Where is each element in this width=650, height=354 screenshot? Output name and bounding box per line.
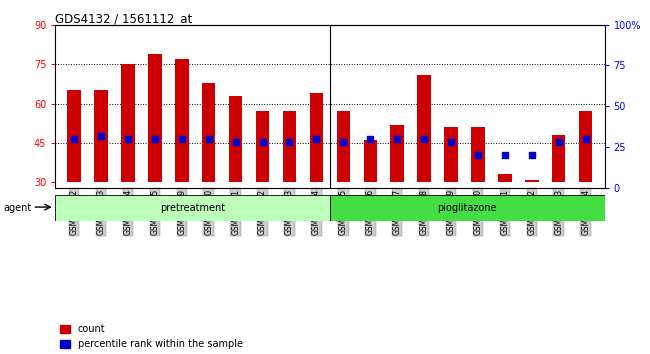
Point — [392, 136, 402, 142]
Legend: count, percentile rank within the sample: count, percentile rank within the sample — [60, 324, 242, 349]
Bar — [525, 180, 539, 182]
Text: pretreatment: pretreatment — [160, 203, 225, 213]
Bar — [202, 82, 215, 182]
Bar — [68, 90, 81, 182]
Bar — [445, 127, 458, 182]
Point — [231, 139, 241, 144]
Bar — [256, 112, 269, 182]
Bar — [579, 112, 592, 182]
Point — [69, 136, 79, 142]
Point — [446, 139, 456, 145]
Bar — [330, 195, 604, 221]
Bar — [55, 195, 330, 221]
Text: GDS4132 / 1561112_at: GDS4132 / 1561112_at — [55, 12, 192, 25]
Point — [473, 152, 483, 158]
Point — [123, 136, 133, 142]
Point — [338, 139, 348, 145]
Point — [500, 152, 510, 158]
Bar — [552, 135, 566, 182]
Point — [365, 136, 376, 142]
Point — [580, 136, 591, 142]
Text: agent: agent — [3, 203, 31, 213]
Bar — [471, 127, 485, 182]
Point — [311, 136, 322, 142]
Point — [284, 139, 294, 145]
Bar — [175, 59, 188, 182]
Point — [203, 136, 214, 142]
Bar — [417, 75, 431, 182]
Bar — [148, 54, 162, 182]
Bar — [363, 140, 377, 182]
Bar — [337, 112, 350, 182]
Point — [96, 133, 106, 139]
Bar — [94, 90, 108, 182]
Point — [150, 136, 160, 142]
Point — [257, 139, 268, 145]
Bar — [283, 112, 296, 182]
Point — [554, 139, 564, 145]
Bar — [121, 64, 135, 182]
Text: pioglitazone: pioglitazone — [437, 203, 497, 213]
Bar — [498, 175, 512, 182]
Point — [419, 136, 429, 142]
Bar — [309, 93, 323, 182]
Bar — [391, 125, 404, 182]
Bar — [229, 96, 242, 182]
Point — [526, 152, 537, 158]
Point — [177, 136, 187, 142]
